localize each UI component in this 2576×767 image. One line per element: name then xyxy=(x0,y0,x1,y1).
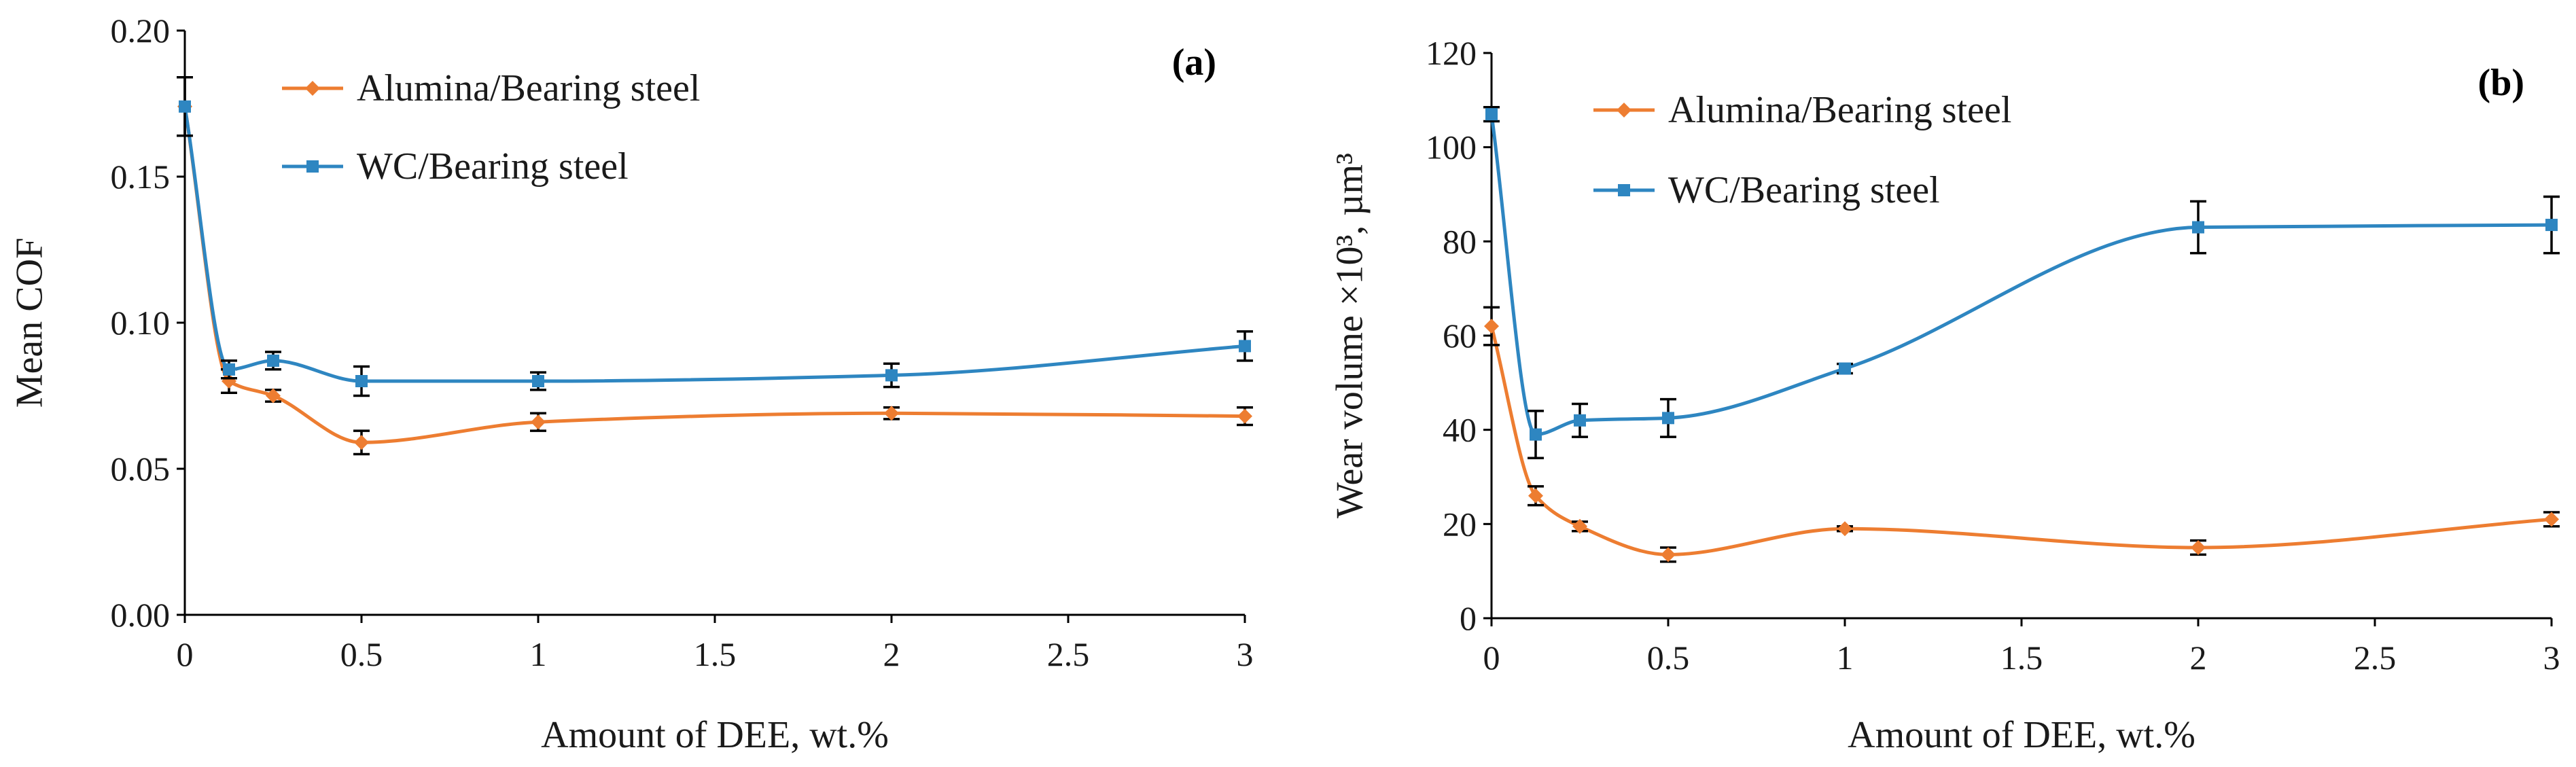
legend-marker xyxy=(1617,103,1631,118)
x-tick-label: 0.5 xyxy=(340,635,383,673)
legend-label: Alumina/Bearing steel xyxy=(357,67,700,109)
data-point xyxy=(354,435,369,450)
data-point xyxy=(179,100,191,113)
x-tick-label: 0.5 xyxy=(1647,639,1690,677)
y-tick-label: 0.05 xyxy=(111,450,171,488)
y-tick-label: 0 xyxy=(1460,599,1477,637)
data-point xyxy=(1528,488,1543,503)
x-tick-label: 2 xyxy=(2190,639,2207,677)
legend-label: Alumina/Bearing steel xyxy=(1668,89,2011,131)
legend-marker xyxy=(306,160,319,173)
y-axis-title: Mean COF xyxy=(9,238,51,408)
legend-entry-alumina: Alumina/Bearing steel xyxy=(1593,89,2011,131)
legend-label: WC/Bearing steel xyxy=(357,145,629,188)
chart-panel-a: 0.00 0.05 0.10 0.15 0.20 0 0.5 1 1.5 2 2.5 3 Amount … xyxy=(9,12,1254,756)
x-axis-title: Amount of DEE, wt.% xyxy=(1848,714,2195,756)
series-wc xyxy=(1483,105,2560,460)
y-tick-label: 20 xyxy=(1443,505,1477,543)
series-line xyxy=(183,106,1246,444)
data-point xyxy=(1239,340,1251,353)
y-tick-label: 40 xyxy=(1443,411,1477,449)
series-alumina xyxy=(177,76,1253,456)
x-tick-label: 3 xyxy=(1237,635,1254,673)
y-tick-label: 0.00 xyxy=(111,596,171,634)
data-point xyxy=(1661,547,1676,563)
legend-entry-wc: WC/Bearing steel xyxy=(282,145,629,188)
x-tick-label: 1 xyxy=(530,635,547,673)
y-tick-label: 0.15 xyxy=(111,158,171,196)
legend-marker xyxy=(305,81,320,96)
x-tick-label: 1.5 xyxy=(694,635,737,673)
legend-entry-wc: WC/Bearing steel xyxy=(1593,169,1940,211)
x-axis-title: Amount of DEE, wt.% xyxy=(541,714,889,756)
series-wc xyxy=(177,76,1253,397)
data-point xyxy=(2545,219,2558,232)
data-point xyxy=(1662,412,1674,425)
data-point xyxy=(223,363,235,376)
x-tick-label: 2.5 xyxy=(2354,639,2397,677)
series-line xyxy=(1489,325,2552,556)
legend-entry-alumina: Alumina/Bearing steel xyxy=(282,67,700,109)
y-tick-label: 0.10 xyxy=(111,304,171,342)
data-point xyxy=(355,375,368,387)
series-line xyxy=(183,106,1246,383)
x-tick-label: 1.5 xyxy=(2000,639,2043,677)
panel-label: (a) xyxy=(1172,41,1216,84)
data-point xyxy=(531,414,546,430)
chart-panel-b: 0 20 40 60 80 100 120 0 0.5 1 1.5 2 2.5 3 Amount of DE… xyxy=(1329,34,2560,756)
data-point xyxy=(1530,428,1542,441)
data-point xyxy=(2544,512,2559,527)
y-tick-label: 0.20 xyxy=(111,12,171,50)
data-point xyxy=(1839,362,1851,375)
y-tick-label: 120 xyxy=(1426,34,1477,72)
legend-label: WC/Bearing steel xyxy=(1668,169,1940,211)
x-tick-label: 2 xyxy=(883,635,900,673)
x-tick-label: 3 xyxy=(2543,639,2560,677)
data-point xyxy=(1574,414,1586,427)
data-point xyxy=(1484,319,1499,334)
data-point xyxy=(2192,221,2204,234)
panel-label: (b) xyxy=(2478,62,2524,104)
data-point xyxy=(2191,540,2206,555)
x-tick-label: 1 xyxy=(1837,639,1854,677)
x-tick-label: 0 xyxy=(177,635,194,673)
data-point xyxy=(266,388,281,404)
data-point xyxy=(1572,518,1587,534)
data-point xyxy=(1485,108,1498,121)
y-axis-title: Wear volume ×10³, µm³ xyxy=(1329,153,1371,518)
data-point xyxy=(532,375,544,387)
series-alumina xyxy=(1483,306,2560,563)
data-point xyxy=(267,354,279,367)
data-point xyxy=(1837,521,1852,537)
data-point xyxy=(1237,408,1252,424)
y-tick-label: 100 xyxy=(1426,128,1477,166)
y-tick-label: 80 xyxy=(1443,222,1477,260)
x-tick-label: 2.5 xyxy=(1047,635,1090,673)
x-tick-label: 0 xyxy=(1483,639,1500,677)
data-point xyxy=(885,369,898,382)
legend-marker xyxy=(1618,184,1630,196)
data-point xyxy=(884,406,899,421)
series-line xyxy=(1489,113,2552,437)
y-tick-label: 60 xyxy=(1443,317,1477,355)
